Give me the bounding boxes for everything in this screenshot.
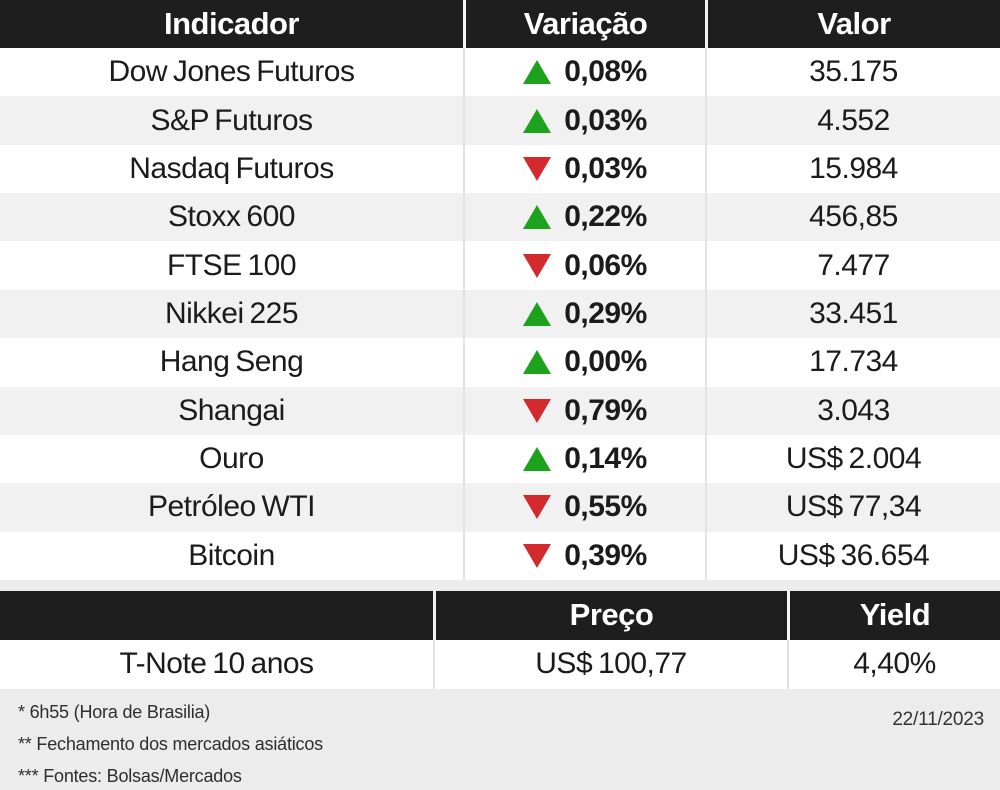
market-row: Dow Jones Futuros 0,08% 35.175 <box>0 48 1000 97</box>
indicator-name: Ouro <box>199 442 264 476</box>
markets-table-body: Dow Jones Futuros 0,08% 35.175 S&P Futuros 0… <box>0 48 1000 580</box>
change-value: 0,06% <box>564 248 647 282</box>
market-row: Shangai 0,79% 3.043 <box>0 386 1000 435</box>
market-row: Hang Seng 0,00% 17.734 <box>0 338 1000 387</box>
footnote-asian-markets: ** Fechamento dos mercados asiáticos <box>18 733 323 754</box>
triangle-up-icon <box>523 350 552 375</box>
change-value: 0,03% <box>564 103 647 137</box>
value-cell: 4.552 <box>705 96 1000 145</box>
market-row: S&P Futuros 0,03% 4.552 <box>0 96 1000 145</box>
value-cell: 3.043 <box>705 386 1000 435</box>
value-cell: 7.477 <box>705 241 1000 290</box>
market-row: Nikkei 225 0,29% 33.451 <box>0 289 1000 339</box>
value-cell: US$ 77,34 <box>705 483 1000 532</box>
bond-row: T-Note 10 anos US$ 100,77 4,40% <box>0 639 1000 689</box>
change-cell: 0,03% <box>463 144 705 194</box>
triangle-up-icon <box>523 108 552 133</box>
market-row: Petróleo WTI 0,55% US$ 77,34 <box>0 483 1000 532</box>
change-cell: 0,22% <box>463 193 705 242</box>
bond-name: T-Note 10 anos <box>119 647 314 681</box>
bond-yield: 4,40% <box>787 639 1000 689</box>
change-value: 0,08% <box>564 55 647 89</box>
change-cell: 0,00% <box>463 338 705 387</box>
change-cell: 0,03% <box>463 96 705 145</box>
change-cell: 0,08% <box>463 48 705 97</box>
indicator-name: Dow Jones Futuros <box>108 55 355 89</box>
header-yield: Yield <box>787 590 1000 640</box>
value-cell: 33.451 <box>705 289 1000 339</box>
change-value: 0,22% <box>564 200 647 234</box>
indicator-name: FTSE 100 <box>166 248 297 282</box>
change-value: 0,00% <box>564 345 647 379</box>
value-cell: 17.734 <box>705 338 1000 387</box>
indicator-name: Nikkei 225 <box>164 296 299 330</box>
change-cell: 0,55% <box>463 483 705 532</box>
value-cell: 15.984 <box>705 144 1000 194</box>
triangle-up-icon <box>523 60 552 85</box>
section-divider <box>0 579 1000 591</box>
footnotes-section: * 6h55 (Hora de Brasilia) ** Fechamento … <box>0 688 1000 790</box>
indicator-name: Shangai <box>178 393 285 427</box>
market-row: FTSE 100 0,06% 7.477 <box>0 241 1000 290</box>
change-cell: 0,39% <box>463 531 705 580</box>
change-value: 0,55% <box>564 490 647 524</box>
change-cell: 0,29% <box>463 289 705 339</box>
indicator-name: Petróleo WTI <box>147 490 316 524</box>
triangle-down-icon <box>523 495 552 520</box>
market-row: Bitcoin 0,39% US$ 36.654 <box>0 531 1000 580</box>
footnote-time: * 6h55 (Hora de Brasilia) <box>18 701 211 722</box>
header-value: Valor <box>705 0 1000 48</box>
triangle-down-icon <box>523 253 552 278</box>
change-value: 0,03% <box>564 151 647 185</box>
header-bond-blank <box>0 591 433 640</box>
indicator-name: Bitcoin <box>188 538 275 572</box>
change-value: 0,14% <box>564 442 647 476</box>
bond-table-body: T-Note 10 anos US$ 100,77 4,40% <box>0 639 1000 689</box>
triangle-down-icon <box>523 156 552 181</box>
market-row: Ouro 0,14% US$ 2.004 <box>0 434 1000 484</box>
triangle-up-icon <box>523 301 552 326</box>
change-value: 0,29% <box>564 296 647 330</box>
report-date: 22/11/2023 <box>892 708 984 730</box>
indicator-name: Stoxx 600 <box>168 200 295 234</box>
change-cell: 0,14% <box>463 434 705 484</box>
change-cell: 0,79% <box>463 386 705 435</box>
header-change: Variação <box>463 0 705 48</box>
triangle-up-icon <box>523 205 552 230</box>
markets-table-header: Indicador Variação Valor <box>0 0 1000 48</box>
value-cell: 456,85 <box>705 193 1000 242</box>
change-value: 0,39% <box>564 538 647 572</box>
triangle-down-icon <box>523 543 552 568</box>
change-cell: 0,06% <box>463 241 705 290</box>
footnote-sources: *** Fontes: Bolsas/Mercados <box>18 765 242 786</box>
change-value: 0,79% <box>564 393 647 427</box>
value-cell: US$ 36.654 <box>705 531 1000 580</box>
header-indicator: Indicador <box>163 6 300 41</box>
market-row: Nasdaq Futuros 0,03% 15.984 <box>0 144 1000 194</box>
indicator-name: S&P Futuros <box>150 103 313 137</box>
triangle-down-icon <box>523 398 552 423</box>
value-cell: 35.175 <box>705 48 1000 97</box>
header-price: Preço <box>433 590 787 640</box>
value-cell: US$ 2.004 <box>705 434 1000 484</box>
bond-table-header: Preço Yield <box>0 590 1000 640</box>
indicator-name: Nasdaq Futuros <box>129 151 334 185</box>
indicator-name: Hang Seng <box>159 345 304 379</box>
triangle-up-icon <box>523 447 552 472</box>
bond-price: US$ 100,77 <box>433 639 787 689</box>
market-row: Stoxx 600 0,22% 456,85 <box>0 193 1000 242</box>
